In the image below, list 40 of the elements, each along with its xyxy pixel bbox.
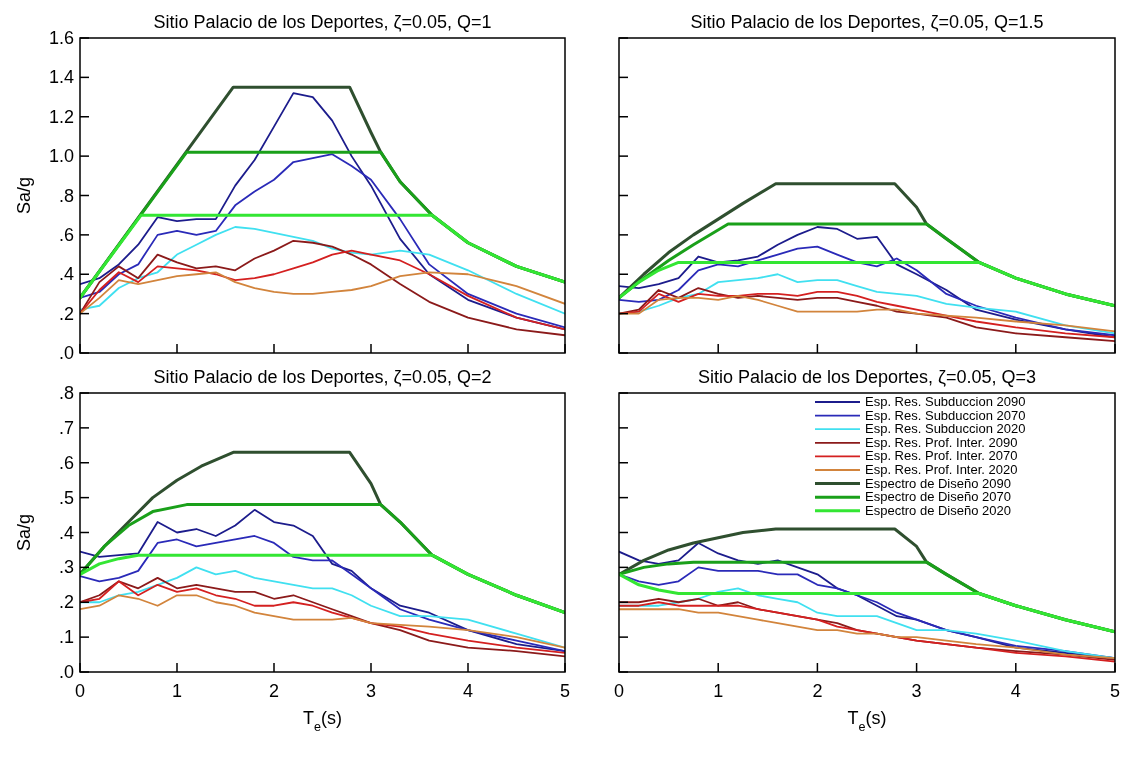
x-tick-label: 4	[1010, 681, 1021, 701]
x-tick-label: 3	[365, 681, 377, 701]
y-tick-label: .7	[58, 417, 74, 438]
y-tick-label: .3	[58, 557, 74, 578]
x-axis-title: T$_{e}$(s)	[847, 708, 887, 734]
x-tick-label: 4	[462, 681, 474, 701]
y-tick-label: .0	[58, 662, 74, 682]
x-tick-label: 1	[171, 681, 183, 701]
x-tick-label: 1	[713, 681, 724, 701]
chart-title: Sitio Palacio de los Deportes, ζ=0.05, Q=3	[697, 367, 1037, 387]
chart-title: Sitio Palacio de los Deportes, ζ=0.05, Q=1.5	[690, 12, 1044, 32]
x-axis-title: T$_{e}$(s)	[302, 708, 343, 734]
x-tick-label: 5	[1109, 681, 1121, 701]
chart-title: Sitio Palacio de los Deportes, ζ=0.05, Q=1	[153, 12, 492, 32]
chart-title: Sitio Palacio de los Deportes, ζ=0.05, Q=2	[153, 367, 492, 387]
y-tick-label: .6	[58, 452, 74, 473]
legend-label: Esp. Res. Prof. Inter. 2020	[865, 462, 1018, 477]
y-tick-label: 1.2	[48, 106, 74, 127]
y-tick-label: .8	[58, 185, 74, 206]
x-tick-label: 0	[74, 681, 86, 701]
y-tick-label: .0	[58, 343, 74, 363]
y-tick-label: 1.4	[48, 67, 74, 88]
y-tick-label: .8	[58, 383, 74, 403]
x-tick-label: 2	[812, 681, 823, 701]
x-tick-label: 0	[613, 681, 625, 701]
y-tick-label: 1.6	[48, 28, 74, 48]
y-tick-label: .5	[58, 487, 74, 508]
y-tick-label: .6	[58, 224, 74, 245]
y-tick-label: 1.0	[48, 146, 74, 167]
legend-label: Esp. Res. Subduccion 2090	[865, 394, 1026, 409]
y-tick-label: .2	[58, 592, 74, 613]
y-axis-title: Sa/g	[14, 176, 34, 215]
y-tick-label: .2	[58, 303, 74, 324]
y-axis-title: Sa/g	[14, 513, 34, 552]
y-tick-label: .4	[58, 522, 74, 543]
x-tick-label: 2	[268, 681, 280, 701]
y-tick-label: .1	[58, 627, 74, 648]
x-tick-label: 5	[559, 681, 571, 701]
x-tick-label: 3	[911, 681, 922, 701]
y-tick-label: .4	[58, 264, 74, 285]
